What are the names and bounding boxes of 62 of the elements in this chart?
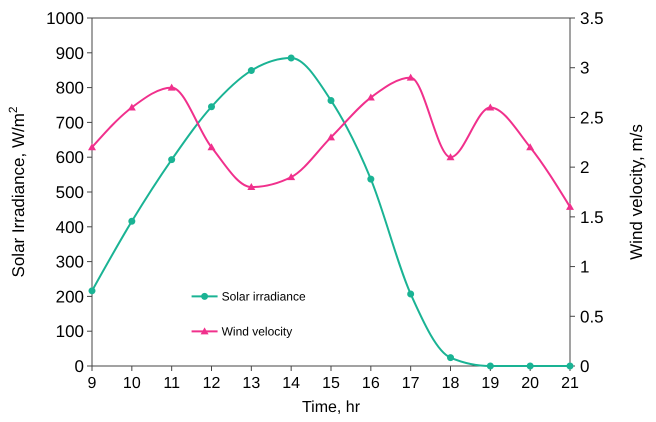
y-tick-label: 800 bbox=[56, 78, 84, 98]
x-tick-label: 11 bbox=[163, 375, 180, 392]
y-tick-label: 200 bbox=[56, 287, 84, 306]
point bbox=[367, 176, 374, 183]
x-tick-label: 16 bbox=[362, 375, 380, 392]
y-tick-label: 400 bbox=[56, 218, 84, 237]
point bbox=[128, 218, 136, 225]
point bbox=[168, 84, 176, 91]
point bbox=[486, 103, 494, 110]
y2-tick-label: 2 bbox=[580, 158, 590, 178]
y2-axis-title: Wind velocity, m/s bbox=[627, 124, 646, 260]
point bbox=[128, 103, 136, 110]
x-tick-label: 15 bbox=[322, 375, 340, 392]
x-tick-label: 12 bbox=[202, 375, 220, 392]
point bbox=[366, 94, 375, 101]
point bbox=[248, 67, 255, 74]
x-tick-label: 19 bbox=[481, 375, 500, 392]
point bbox=[566, 362, 574, 370]
y-tick-label: 600 bbox=[56, 148, 84, 168]
point bbox=[327, 133, 335, 140]
y2-tick-label: 3 bbox=[580, 58, 590, 78]
point bbox=[328, 96, 334, 104]
y-tick-label: 1000 bbox=[46, 9, 84, 28]
point bbox=[407, 290, 414, 298]
y-tick-label: 0 bbox=[74, 357, 84, 376]
point bbox=[406, 74, 415, 81]
point bbox=[288, 54, 295, 62]
point bbox=[208, 103, 215, 110]
x-tick-label: 17 bbox=[402, 375, 420, 392]
x-tick-label: 13 bbox=[242, 375, 260, 392]
y2-tick-label: 3.5 bbox=[580, 9, 604, 28]
y2-tick-label: 0.5 bbox=[580, 307, 604, 326]
legend-label: Wind velocity bbox=[222, 324, 292, 338]
y2-tick-label: 1.5 bbox=[580, 208, 604, 227]
point bbox=[526, 143, 534, 150]
y-tick-label: 300 bbox=[56, 252, 84, 272]
x-tick-label: 21 bbox=[561, 375, 579, 392]
point bbox=[446, 153, 454, 160]
point bbox=[526, 362, 534, 370]
y-tick-label: 700 bbox=[56, 113, 84, 132]
point bbox=[168, 156, 176, 164]
y-tick-label: 500 bbox=[56, 183, 84, 202]
y-tick-label: 100 bbox=[56, 322, 84, 342]
y-tick-label: 900 bbox=[56, 44, 84, 63]
x-tick-label: 20 bbox=[521, 375, 540, 392]
legend-label: Solar irradiance bbox=[222, 289, 306, 304]
x-axis-title: Time, hr bbox=[302, 399, 361, 416]
point bbox=[247, 183, 256, 190]
x-tick-label: 14 bbox=[282, 375, 300, 392]
point bbox=[208, 143, 216, 150]
y2-tick-label: 2.5 bbox=[580, 108, 604, 128]
point bbox=[566, 202, 574, 210]
point bbox=[486, 362, 494, 370]
point bbox=[447, 354, 454, 362]
x-tick-label: 10 bbox=[122, 375, 141, 392]
x-tick-label: 18 bbox=[442, 375, 460, 392]
point bbox=[88, 287, 96, 294]
y2-tick-label: 1 bbox=[580, 258, 590, 277]
point bbox=[287, 173, 296, 180]
x-tick-label: 9 bbox=[88, 375, 97, 392]
point bbox=[88, 143, 96, 150]
y2-tick-label: 0 bbox=[580, 357, 590, 376]
